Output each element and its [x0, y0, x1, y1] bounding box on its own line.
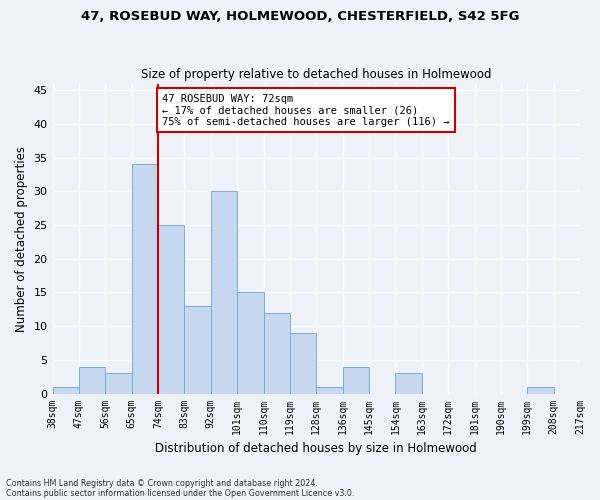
Text: 47 ROSEBUD WAY: 72sqm
← 17% of detached houses are smaller (26)
75% of semi-deta: 47 ROSEBUD WAY: 72sqm ← 17% of detached …: [162, 94, 449, 127]
Bar: [131, 164, 158, 394]
Text: Contains public sector information licensed under the Open Government Licence v3: Contains public sector information licen…: [6, 488, 355, 498]
Bar: [211, 192, 237, 394]
Bar: [79, 366, 105, 394]
Bar: [316, 387, 343, 394]
Bar: [158, 225, 184, 394]
Bar: [105, 374, 131, 394]
Text: Contains HM Land Registry data © Crown copyright and database right 2024.: Contains HM Land Registry data © Crown c…: [6, 478, 318, 488]
Bar: [184, 306, 211, 394]
Bar: [263, 312, 290, 394]
Text: 47, ROSEBUD WAY, HOLMEWOOD, CHESTERFIELD, S42 5FG: 47, ROSEBUD WAY, HOLMEWOOD, CHESTERFIELD…: [81, 10, 519, 23]
Bar: [343, 366, 369, 394]
Bar: [527, 387, 554, 394]
Bar: [237, 292, 263, 394]
Bar: [290, 333, 316, 394]
Title: Size of property relative to detached houses in Holmewood: Size of property relative to detached ho…: [141, 68, 491, 81]
X-axis label: Distribution of detached houses by size in Holmewood: Distribution of detached houses by size …: [155, 442, 477, 455]
Y-axis label: Number of detached properties: Number of detached properties: [15, 146, 28, 332]
Bar: [53, 387, 79, 394]
Bar: [395, 374, 422, 394]
